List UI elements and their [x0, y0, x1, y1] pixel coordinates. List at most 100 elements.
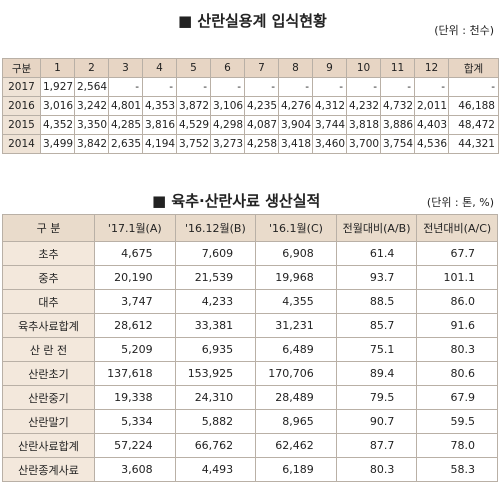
header-cell: 합계	[448, 58, 499, 78]
row: 2014 3,499 3,842 2,635 4,194 3,752 3,273 4,258 3…	[2, 134, 499, 154]
cell: 67.9	[416, 385, 498, 410]
cell: 6,489	[255, 337, 337, 362]
row: 산란종계사료 3,608 4,493 6,189 80.3 58.3	[2, 457, 498, 482]
table-title: ■ 육추·산란사료 생산실적	[152, 192, 321, 210]
cell: 2,564	[74, 77, 109, 97]
cell: 58.3	[416, 457, 498, 482]
cell: 4,194	[142, 134, 177, 154]
cell: 3,608	[94, 457, 176, 482]
cell: 3,460	[312, 134, 347, 154]
row: 산 란 전 5,209 6,935 6,489 75.1 80.3	[2, 337, 498, 362]
cell: 79.5	[335, 385, 418, 410]
cell: 2,011	[414, 96, 449, 116]
cell: -	[448, 77, 499, 97]
cell: 산란종계사료	[2, 457, 95, 482]
cell: 3,747	[94, 289, 176, 314]
cell: 7,609	[174, 241, 257, 266]
cell: 78.0	[416, 433, 498, 458]
cell: -	[210, 77, 245, 97]
cell: 89.4	[335, 361, 418, 386]
cell: 육추사료합계	[2, 313, 95, 338]
row: 2015 4,352 3,350 4,285 3,816 4,529 4,298 4,087 3…	[2, 115, 499, 135]
cell: 2,635	[108, 134, 143, 154]
cell: 3,418	[278, 134, 313, 154]
cell: 80.6	[416, 361, 498, 386]
cell: 21,539	[174, 265, 257, 290]
cell: -	[346, 77, 381, 97]
cell: 4,312	[312, 96, 347, 116]
header-cell: 8	[278, 58, 313, 78]
row: 산란사료합계 57,224 66,762 62,462 87.7 78.0	[2, 433, 498, 458]
unit-note: (단위 : 천수)	[434, 24, 494, 37]
header-cell: 구 분	[2, 214, 95, 242]
cell: 85.7	[335, 313, 418, 338]
cell: 대추	[2, 289, 95, 314]
header-cell: 6	[210, 58, 245, 78]
cell: 산란초기	[2, 361, 95, 386]
cell: 6,189	[255, 457, 337, 482]
cell: 6,908	[255, 241, 337, 266]
row: 산란말기 5,334 5,882 8,965 90.7 59.5	[2, 409, 498, 434]
cell: 66,762	[174, 433, 257, 458]
cell: 3,744	[312, 115, 347, 135]
cell: 3,273	[210, 134, 245, 154]
cell: 20,190	[94, 265, 176, 290]
cell: 4,536	[414, 134, 449, 154]
cell: 19,968	[255, 265, 337, 290]
cell: 4,298	[210, 115, 245, 135]
header-cell: 4	[142, 58, 177, 78]
cell: 5,882	[174, 409, 257, 434]
header-cell: '16.1월(C)	[255, 214, 337, 242]
cell: 101.1	[416, 265, 498, 290]
cell: -	[244, 77, 279, 97]
header-cell: 7	[244, 58, 279, 78]
row: 산란중기 19,338 24,310 28,489 79.5 67.9	[2, 385, 498, 410]
cell: 137,618	[94, 361, 176, 386]
cell: 90.7	[335, 409, 418, 434]
unit-note: (단위 : 톤, %)	[426, 196, 494, 209]
cell: -	[414, 77, 449, 97]
cell: -	[142, 77, 177, 97]
cell: 4,732	[380, 96, 415, 116]
cell: 44,321	[448, 134, 499, 154]
cell: 3,872	[176, 96, 211, 116]
cell: 3,242	[74, 96, 109, 116]
row: 중추 20,190 21,539 19,968 93.7 101.1	[2, 265, 498, 290]
row: 2016 3,016 3,242 4,801 4,353 3,872 3,106 4,235 4…	[2, 96, 499, 116]
cell: 4,233	[174, 289, 257, 314]
cell: 5,209	[94, 337, 176, 362]
row: 산란초기 137,618 153,925 170,706 89.4 80.6	[2, 361, 498, 386]
header-cell: 구분	[2, 58, 41, 78]
cell: 3,016	[40, 96, 75, 116]
row: 육추사료합계 28,612 33,381 31,231 85.7 91.6	[2, 313, 498, 338]
cell: 4,352	[40, 115, 75, 135]
cell: 4,285	[108, 115, 143, 135]
cell: 4,276	[278, 96, 313, 116]
cell: 중추	[2, 265, 95, 290]
row: 2017 1,927 2,564- - - - - - - - - - -	[2, 77, 499, 97]
cell: 61.4	[335, 241, 418, 266]
cell: 3,752	[176, 134, 211, 154]
row: 초추 4,675 7,609 6,908 61.4 67.7	[2, 241, 498, 266]
cell: 24,310	[174, 385, 257, 410]
cell: 59.5	[416, 409, 498, 434]
cell: 3,350	[74, 115, 109, 135]
header-row: 구 분 '17.1월(A) '16.12월(B) '16.1월(C) 전월대비(A/B)…	[2, 214, 498, 242]
cell: -	[176, 77, 211, 97]
header-cell: 1	[40, 58, 75, 78]
cell: 4,675	[94, 241, 176, 266]
cell: 3,499	[40, 134, 75, 154]
header-cell: '16.12월(B)	[174, 214, 257, 242]
header-row: 구분 1 2 3 4 5 6 7 8 9 10 11 12 합계	[2, 58, 499, 78]
cell: 4,232	[346, 96, 381, 116]
cell: 3,886	[380, 115, 415, 135]
cell: -	[278, 77, 313, 97]
header-cell: '17.1월(A)	[94, 214, 176, 242]
cell: 1,927	[40, 77, 75, 97]
cell: 4,403	[414, 115, 449, 135]
cell: 153,925	[174, 361, 257, 386]
cell: 4,353	[142, 96, 177, 116]
cell: 3,754	[380, 134, 415, 154]
header-cell: 10	[346, 58, 381, 78]
